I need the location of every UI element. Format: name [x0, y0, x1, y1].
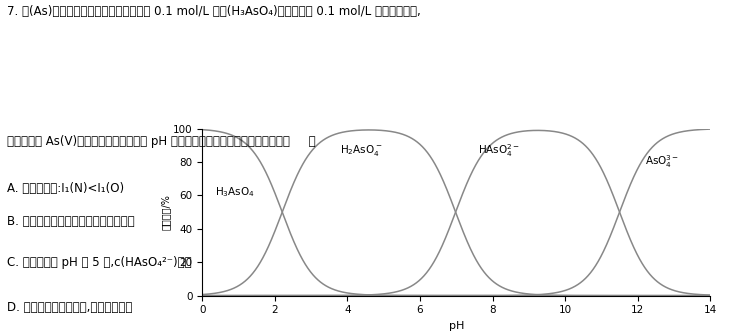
Text: B. 础酸根离子的空间结构是平面三角形: B. 础酸根离子的空间结构是平面三角形 [7, 215, 135, 228]
Text: 7. 础(As)元素与氮元素为同主族元素。在 0.1 mol/L 础酸(H₃AsO₄)溶液中滴加 0.1 mol/L 氢氧化钓溶液,: 7. 础(As)元素与氮元素为同主族元素。在 0.1 mol/L 础酸(H₃As… [7, 5, 421, 18]
Text: 溶液中各含 As(V)微粒的分布系数与溶液 pH 的关系如图所示。下列说法正确的是（     ）: 溶液中各含 As(V)微粒的分布系数与溶液 pH 的关系如图所示。下列说法正确的… [7, 135, 316, 148]
Y-axis label: 分布系数/%: 分布系数/% [160, 194, 170, 230]
Text: A. 第一电离能:I₁(N)<I₁(O): A. 第一电离能:I₁(N)<I₁(O) [7, 182, 124, 195]
Text: $\mathregular{HAsO_4^{2-}}$: $\mathregular{HAsO_4^{2-}}$ [478, 142, 520, 159]
Text: C. 混合溶液的 pH 为 5 时,c(HAsO₄²⁻)最大: C. 混合溶液的 pH 为 5 时,c(HAsO₄²⁻)最大 [7, 256, 192, 269]
Text: $\mathregular{H_2AsO_4^-}$: $\mathregular{H_2AsO_4^-}$ [340, 143, 383, 158]
Text: $\mathregular{AsO_4^{3-}}$: $\mathregular{AsO_4^{3-}}$ [645, 154, 679, 170]
Text: D. 础化氢为有毒的物质,属于分子晶体: D. 础化氢为有毒的物质,属于分子晶体 [7, 301, 132, 314]
Text: $\mathregular{H_3AsO_4}$: $\mathregular{H_3AsO_4}$ [215, 185, 255, 199]
X-axis label: pH: pH [449, 321, 464, 331]
